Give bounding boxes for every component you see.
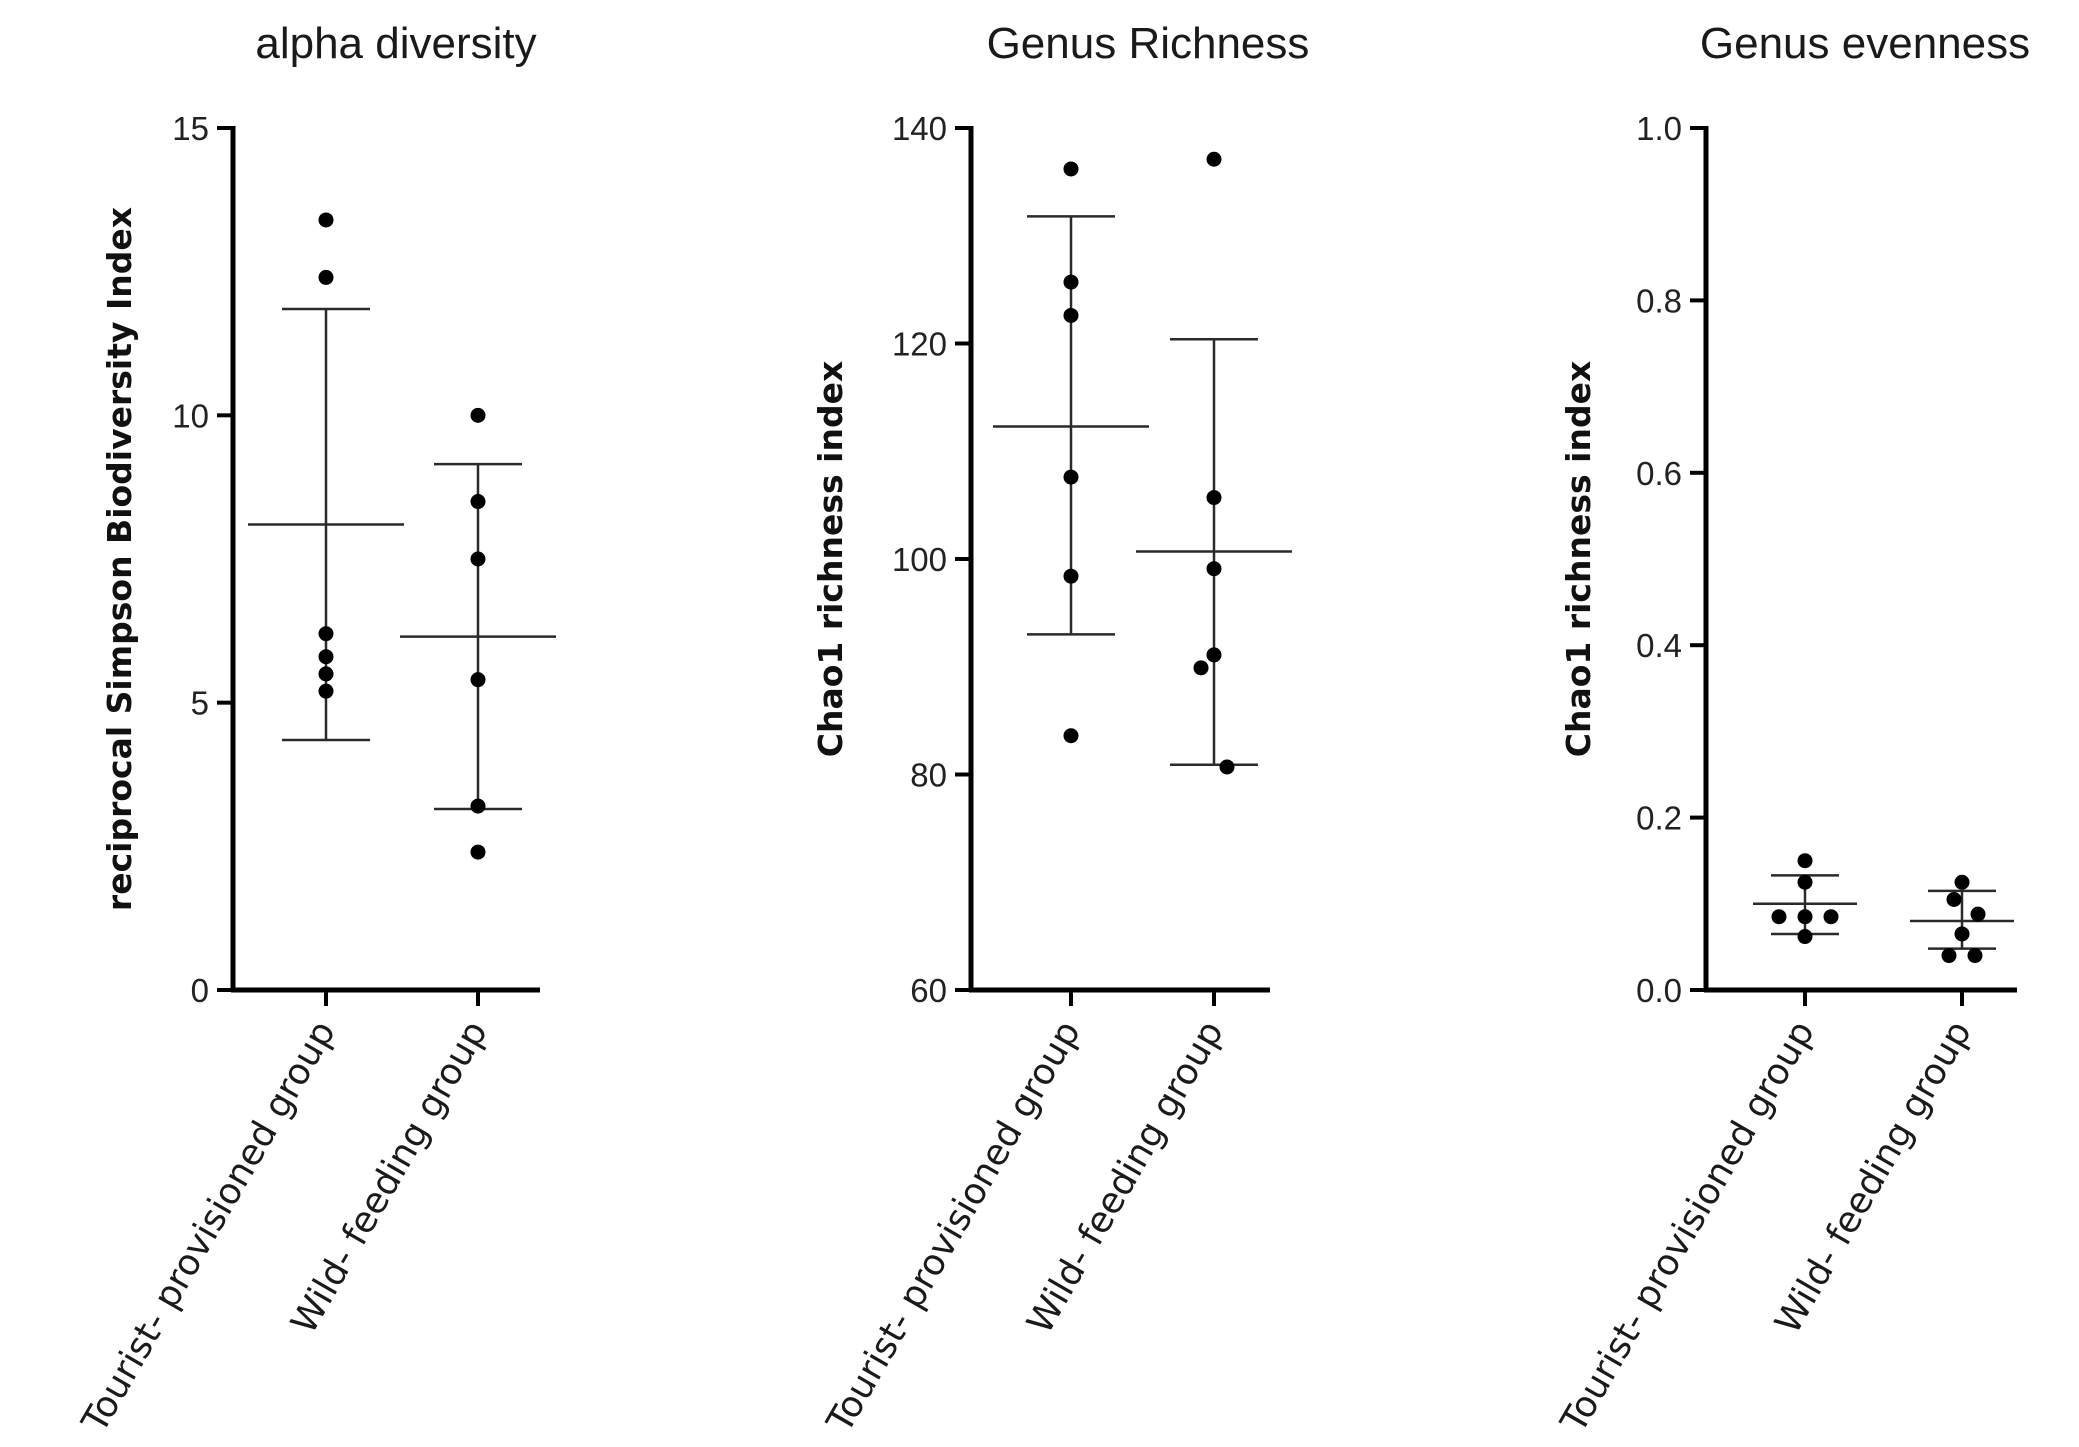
chart-panel-2: Genus Richness 60 80 100 120 140 Chao1 richnes…: [811, 19, 1309, 1440]
data-point: [1797, 909, 1813, 925]
y-tick-label: 5: [191, 685, 209, 722]
y-tick-label: 1.0: [1636, 110, 1682, 147]
chart-panel-3: Genus evenness 0.0 0.2 0.4 0.6 0.8 1.0 Chao1 ri…: [1553, 19, 2030, 1440]
data-point: [470, 551, 486, 567]
data-point: [1970, 906, 1986, 922]
data-point: [470, 407, 486, 423]
x-category-label: Tourist- provisioned group: [74, 1014, 344, 1440]
data-point: [1797, 853, 1813, 869]
y-tick-label: 140: [892, 110, 947, 147]
y-axis-label: Chao1 richness index: [811, 361, 850, 757]
data-point: [470, 672, 486, 688]
y-tick-label: 0: [191, 972, 209, 1009]
y-tick-label: 0.8: [1636, 282, 1682, 319]
y-tick-label: 0.4: [1636, 627, 1682, 664]
data-point: [1954, 874, 1970, 890]
data-point: [1797, 874, 1813, 890]
data-point: [1206, 647, 1222, 663]
data-point: [1967, 948, 1983, 964]
data-point: [1063, 307, 1079, 323]
y-tick-label: 15: [172, 110, 209, 147]
data-point: [1063, 469, 1079, 485]
data-point: [318, 626, 334, 642]
data-point: [318, 212, 334, 228]
data-point: [470, 494, 486, 510]
data-point: [1063, 274, 1079, 290]
data-point: [1206, 151, 1222, 167]
data-point: [1941, 948, 1957, 964]
y-tick-label: 10: [172, 397, 209, 434]
y-tick-label: 60: [910, 972, 947, 1009]
data-point: [1219, 759, 1235, 775]
x-category-label: Tourist- provisioned group: [1553, 1014, 1823, 1440]
data-point: [1206, 561, 1222, 577]
y-tick-label: 0.2: [1636, 800, 1682, 837]
data-point: [470, 844, 486, 860]
data-point: [470, 798, 486, 814]
y-axis-label: reciprocal Simpson Biodiversity Index: [100, 207, 139, 911]
data-point: [318, 683, 334, 699]
data-point: [1954, 926, 1970, 942]
chart-title: alpha diversity: [255, 19, 536, 68]
chart-title: Genus Richness: [987, 19, 1310, 68]
y-tick-label: 80: [910, 757, 947, 794]
chart-panel-1: alpha diversity 0 5 10 15 reciprocal Simpson …: [74, 19, 556, 1440]
y-tick-label: 0.6: [1636, 455, 1682, 492]
y-tick-label: 120: [892, 326, 947, 363]
data-point: [1797, 929, 1813, 945]
y-tick-label: 0.0: [1636, 972, 1682, 1009]
y-tick-label: 100: [892, 541, 947, 578]
data-point: [318, 666, 334, 682]
data-point: [318, 269, 334, 285]
data-point: [1946, 891, 1962, 907]
y-axis-label: Chao1 richness index: [1559, 361, 1598, 757]
data-point: [1193, 660, 1209, 676]
data-point: [1063, 568, 1079, 584]
data-point: [1771, 909, 1787, 925]
data-point: [1063, 728, 1079, 744]
chart-title: Genus evenness: [1700, 19, 2030, 68]
x-category-label: Tourist- provisioned group: [819, 1014, 1089, 1440]
data-point: [318, 649, 334, 665]
data-point: [1063, 161, 1079, 177]
data-point: [1823, 909, 1839, 925]
data-point: [1206, 490, 1222, 506]
